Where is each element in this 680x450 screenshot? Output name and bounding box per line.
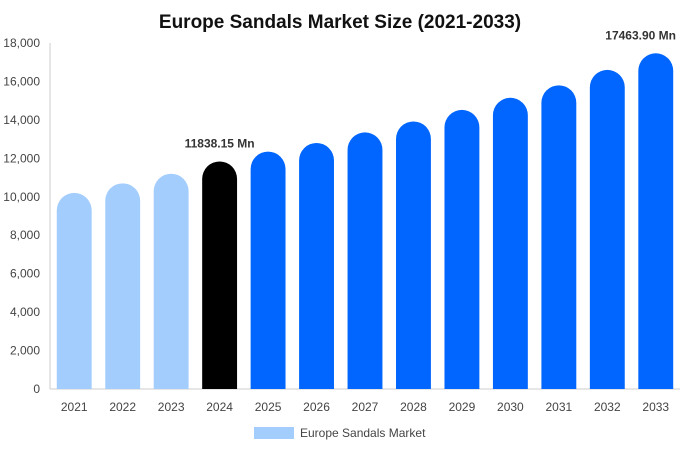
bar-2024[interactable] — [202, 161, 238, 389]
x-tick-label: 2023 — [158, 400, 185, 414]
bar-2028[interactable] — [396, 121, 431, 390]
x-tick-label: 2030 — [497, 400, 524, 414]
bar-2029[interactable] — [444, 109, 480, 390]
y-axis-ticks: 0 2,000 4,000 6,000 8,000 10,000 12,000 14,000 1… — [3, 36, 40, 396]
bar-2021[interactable] — [56, 192, 92, 389]
x-tick-label: 2028 — [400, 400, 427, 414]
bar-2033[interactable] — [638, 53, 674, 390]
y-tick-label: 8,000 — [10, 228, 40, 242]
bar-2023[interactable] — [153, 173, 189, 389]
x-tick-label: 2022 — [109, 400, 136, 414]
legend-label: Europe Sandals Market — [300, 426, 426, 440]
data-labels: 11838.15 Mn 17463.90 Mn — [185, 28, 676, 150]
bar-2022[interactable] — [105, 183, 141, 389]
bars — [56, 53, 674, 390]
y-tick-label: 14,000 — [3, 113, 40, 127]
bar-2026[interactable] — [299, 142, 334, 389]
bar-2032[interactable] — [589, 69, 625, 389]
x-tick-label: 2032 — [594, 400, 621, 414]
data-label-2024: 11838.15 Mn — [185, 136, 255, 150]
x-tick-label: 2024 — [206, 400, 233, 414]
x-tick-label: 2031 — [545, 400, 572, 414]
legend-swatch — [254, 427, 294, 439]
x-tick-label: 2029 — [449, 400, 476, 414]
y-tick-label: 10,000 — [3, 190, 40, 204]
x-tick-label: 2026 — [303, 400, 330, 414]
y-tick-label: 0 — [33, 382, 40, 396]
y-tick-label: 2,000 — [10, 344, 40, 358]
data-label-2033: 17463.90 Mn — [605, 28, 676, 42]
x-tick-label: 2021 — [61, 400, 88, 414]
bar-2025[interactable] — [250, 151, 286, 389]
legend[interactable]: Europe Sandals Market — [254, 426, 426, 440]
y-tick-label: 6,000 — [10, 267, 40, 281]
y-tick-label: 4,000 — [10, 305, 40, 319]
bar-2027[interactable] — [347, 132, 383, 390]
bar-2031[interactable] — [541, 85, 577, 389]
chart-title: Europe Sandals Market Size (2021-2033) — [159, 12, 521, 33]
bar-2030[interactable] — [492, 97, 528, 389]
y-tick-label: 16,000 — [3, 74, 40, 88]
x-tick-label: 2033 — [642, 400, 669, 414]
x-axis-ticks: 2021 2022 2023 2024 2025 2026 2027 2028 2029 2030… — [61, 400, 670, 414]
y-tick-label: 12,000 — [3, 151, 40, 165]
x-tick-label: 2027 — [352, 400, 379, 414]
x-tick-label: 2025 — [255, 400, 282, 414]
y-tick-label: 18,000 — [3, 36, 40, 50]
